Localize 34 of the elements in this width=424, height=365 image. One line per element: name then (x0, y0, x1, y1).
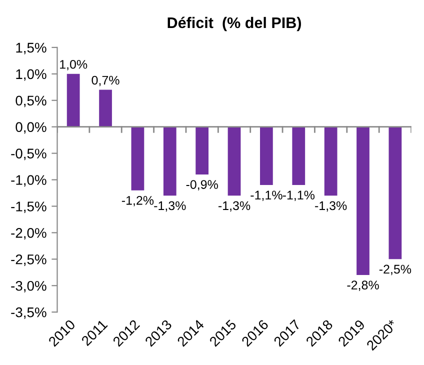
data-label: -1,1% (250, 190, 282, 202)
chart-title: Déficit (% del PIB) (168, 16, 301, 32)
y-tick-label: -3,0% (11, 280, 46, 292)
bar (356, 126, 370, 276)
data-label: -2,8% (347, 280, 379, 291)
bar (324, 126, 338, 196)
bar (260, 126, 273, 186)
y-tick-label: 1,0% (16, 69, 46, 81)
y-tick-label: -2,0% (11, 228, 46, 240)
bar (388, 126, 402, 260)
bar (228, 126, 241, 196)
bar (99, 90, 112, 127)
bar (196, 126, 209, 174)
y-tick-label: -3,5% (11, 307, 46, 319)
y-tick-label: -0,5% (11, 148, 46, 160)
data-label: -1,3% (154, 201, 186, 212)
data-label: -2,5% (379, 264, 412, 276)
data-label: -0,9% (186, 180, 218, 190)
y-tick-label: 0,5% (16, 96, 46, 108)
data-label: -1,3% (218, 201, 250, 212)
bar (163, 126, 176, 196)
y-tick-label: 0,0% (16, 122, 46, 134)
y-tick-label: -1,5% (11, 202, 46, 214)
data-label: -1,1% (282, 190, 315, 202)
bar (292, 126, 306, 186)
y-tick-label: -1,0% (11, 175, 46, 187)
bar (131, 126, 144, 190)
y-tick-label: 1,5% (16, 42, 46, 54)
data-label: -1,2% (122, 196, 154, 206)
bar (66, 74, 80, 127)
data-label: 1,0% (60, 60, 88, 70)
data-label: 0,7% (92, 76, 120, 86)
data-label: -1,3% (315, 201, 347, 212)
y-tick-label: -2,5% (11, 254, 46, 266)
